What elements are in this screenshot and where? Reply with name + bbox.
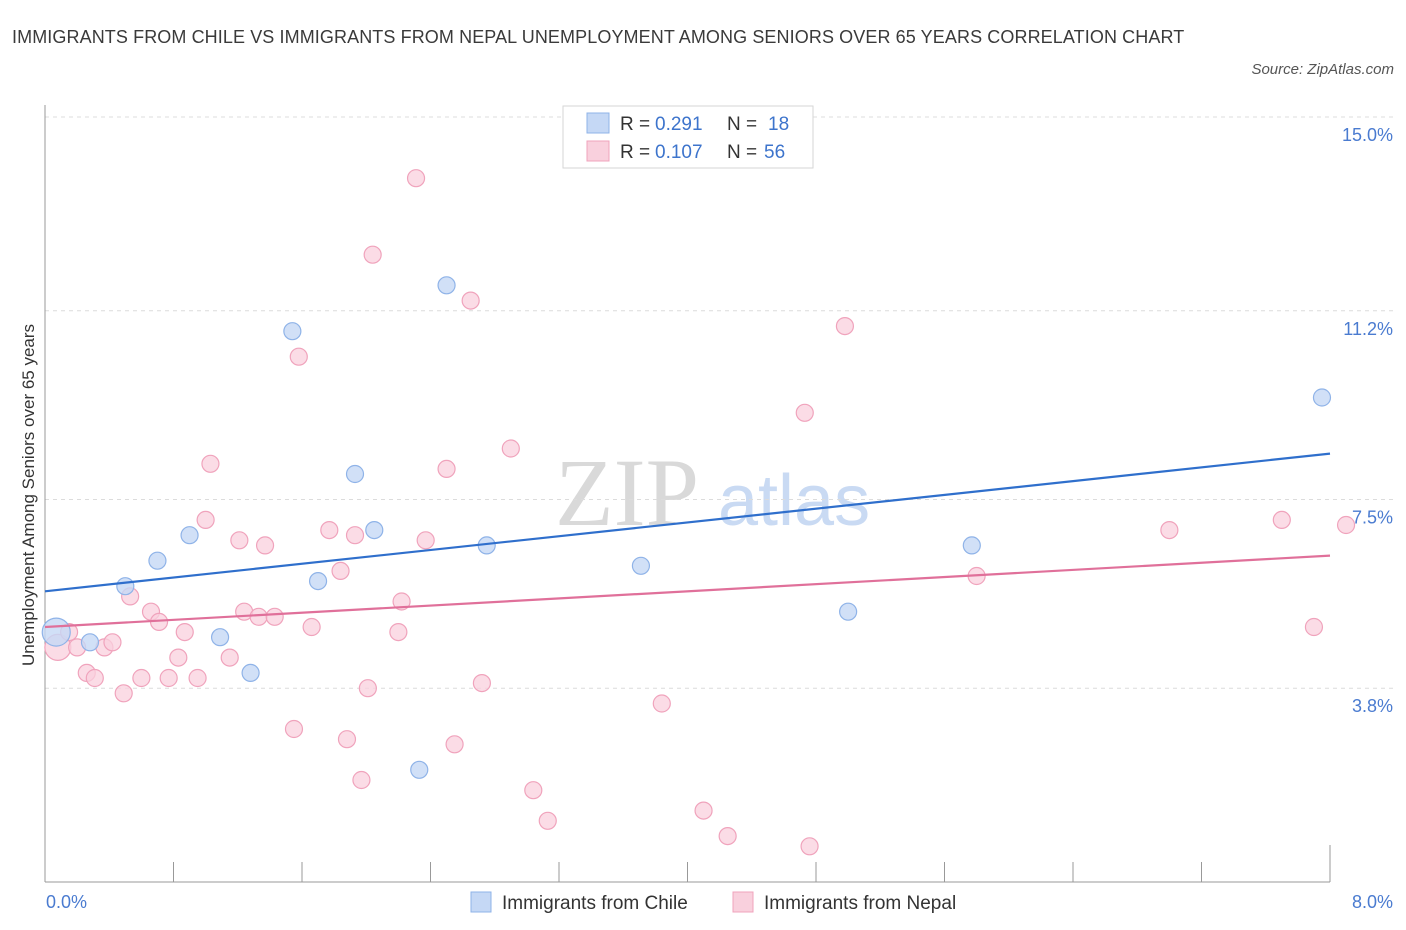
- chile-point: [962, 536, 981, 555]
- bottom-legend-nepal-label: Immigrants from Nepal: [764, 893, 956, 914]
- source-credit: Source: ZipAtlas.com: [1251, 61, 1394, 78]
- nepal-point: [1272, 510, 1291, 530]
- legend-chile-n-value: 18: [768, 114, 789, 135]
- nepal-point: [188, 668, 207, 688]
- legend-chile-r-label: R =: [620, 114, 650, 135]
- legend-nepal-n-label: N =: [727, 142, 757, 163]
- axes: [44, 105, 1331, 883]
- y-tick-labels: 3.8% 7.5% 11.2% 15.0%: [1342, 125, 1393, 716]
- nepal-point: [795, 403, 814, 422]
- nepal-series: [44, 169, 1356, 856]
- chile-point: [283, 322, 302, 341]
- chile-point: [437, 276, 456, 295]
- nepal-point: [320, 520, 339, 540]
- nepal-point: [302, 617, 321, 637]
- chile-point: [365, 520, 384, 540]
- nepal-point: [220, 648, 239, 667]
- legend-chile-r-value: 0.291: [655, 114, 703, 135]
- nepal-point: [538, 811, 557, 830]
- chile-point: [41, 617, 71, 647]
- chile-point: [80, 633, 100, 652]
- nepal-point: [85, 668, 104, 688]
- chile-point: [210, 628, 230, 647]
- nepal-point: [472, 673, 491, 693]
- nepal-point: [652, 694, 671, 713]
- nepal-point: [255, 536, 275, 555]
- nepal-point: [694, 801, 713, 820]
- gridlines: [45, 116, 1395, 689]
- chile-point: [180, 526, 199, 545]
- nepal-point: [352, 770, 371, 790]
- x-tick-label: 8.0%: [1352, 892, 1393, 912]
- chile-point: [345, 464, 365, 484]
- y-tick-label: 15.0%: [1342, 125, 1393, 145]
- y-tick-label: 11.2%: [1343, 319, 1393, 339]
- nepal-point: [132, 668, 151, 688]
- chile-point: [241, 663, 260, 683]
- legend-nepal-swatch: [586, 140, 610, 162]
- nepal-point: [159, 668, 178, 688]
- legend-nepal-r-label: R =: [620, 142, 650, 163]
- nepal-point: [392, 592, 411, 611]
- bottom-legend-chile-swatch: [470, 891, 492, 913]
- nepal-point: [1160, 520, 1179, 540]
- nepal-point: [196, 510, 215, 530]
- nepal-point: [284, 719, 304, 739]
- bottom-legend-nepal-swatch: [732, 891, 754, 913]
- bottom-legend-chile-label: Immigrants from Chile: [502, 893, 688, 914]
- nepal-point: [249, 607, 268, 626]
- nepal-point: [169, 648, 188, 667]
- nepal-point: [337, 730, 357, 749]
- nepal-point: [331, 561, 350, 581]
- legend-nepal-r-value: 0.107: [655, 142, 703, 163]
- chart-title: IMMIGRANTS FROM CHILE VS IMMIGRANTS FROM…: [12, 27, 1185, 47]
- y-axis-label: Unemployment Among Seniors over 65 years: [19, 324, 38, 666]
- nepal-point: [437, 459, 456, 478]
- nepal-point: [103, 633, 122, 652]
- nepal-point: [445, 735, 464, 754]
- x-tick-label: 0.0%: [46, 892, 87, 912]
- nepal-point: [230, 531, 249, 550]
- nepal-point: [201, 454, 220, 473]
- nepal-point: [114, 684, 133, 703]
- nepal-point: [358, 679, 377, 698]
- x-tick-labels: 0.0% 8.0%: [46, 892, 1393, 912]
- y-tick-label: 7.5%: [1352, 508, 1393, 528]
- chile-point: [308, 571, 328, 591]
- legend-chile-n-label: N =: [727, 114, 757, 135]
- nepal-point: [800, 837, 819, 856]
- nepal-point: [718, 826, 737, 846]
- nepal-trend-line: [44, 554, 1331, 629]
- chile-trend-line: [44, 452, 1331, 593]
- nepal-point: [289, 347, 308, 366]
- y-tick-label: 3.8%: [1352, 696, 1393, 716]
- nepal-point: [406, 169, 426, 188]
- chile-point: [1312, 388, 1332, 407]
- nepal-point: [345, 526, 365, 545]
- nepal-point: [175, 622, 194, 642]
- nepal-point: [1304, 617, 1324, 637]
- chile-point: [116, 577, 135, 596]
- nepal-point: [524, 781, 543, 800]
- nepal-point: [389, 622, 408, 642]
- legend-nepal-n-value: 56: [764, 142, 785, 163]
- nepal-point: [416, 531, 435, 550]
- trend-lines: [44, 452, 1331, 629]
- chile-point: [410, 760, 429, 779]
- nepal-point: [265, 607, 284, 626]
- legend-chile-swatch: [586, 112, 610, 134]
- nepal-point: [1336, 515, 1356, 535]
- chile-point: [839, 602, 858, 621]
- chile-series: [41, 276, 1332, 779]
- correlation-legend: R = 0.291 N = 18 R = 0.107 N = 56: [562, 105, 814, 169]
- chile-point: [631, 556, 651, 575]
- watermark-atlas: atlas: [718, 461, 870, 541]
- chile-point: [148, 551, 167, 570]
- series-legend: Immigrants from Chile Immigrants from Ne…: [470, 891, 956, 914]
- nepal-point: [835, 317, 855, 336]
- nepal-point: [501, 439, 520, 458]
- nepal-point: [461, 291, 480, 310]
- nepal-point: [363, 245, 382, 264]
